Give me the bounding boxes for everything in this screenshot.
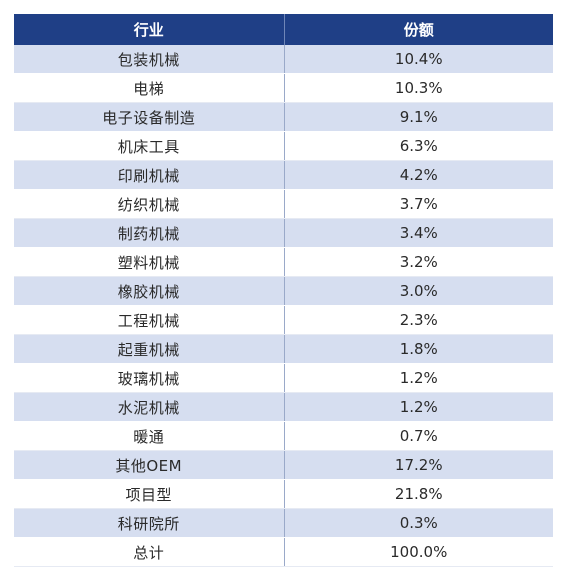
table-row: 纺织机械 3.7%: [14, 189, 553, 219]
table-row: 工程机械 2.3%: [14, 305, 553, 335]
industry-cell: 电子设备制造: [14, 102, 285, 132]
table-row: 玻璃机械 1.2%: [14, 363, 553, 393]
share-cell: 1.2%: [284, 363, 553, 393]
table-row: 电子设备制造 9.1%: [14, 102, 553, 132]
table-body: 包装机械 10.4% 电梯 10.3% 电子设备制造 9.1% 机床工具 6.3% 印刷机械 4.…: [14, 45, 553, 567]
industry-cell: 科研院所: [14, 508, 285, 538]
share-cell: 9.1%: [284, 102, 553, 132]
table-row: 电梯 10.3%: [14, 73, 553, 103]
industry-cell: 机床工具: [14, 131, 285, 161]
table-row: 制药机械 3.4%: [14, 218, 553, 248]
column-header-share: 份额: [284, 14, 553, 45]
table-row: 塑料机械 3.2%: [14, 247, 553, 277]
share-cell: 0.7%: [284, 421, 553, 451]
industry-cell: 玻璃机械: [14, 363, 285, 393]
industry-cell: 印刷机械: [14, 160, 285, 190]
share-cell: 21.8%: [284, 479, 553, 509]
share-cell: 3.7%: [284, 189, 553, 219]
share-cell: 3.2%: [284, 247, 553, 277]
share-cell: 0.3%: [284, 508, 553, 538]
industry-cell: 起重机械: [14, 334, 285, 364]
table-row: 包装机械 10.4%: [14, 45, 553, 74]
table-row: 总计 100.0%: [14, 537, 553, 567]
table-row: 机床工具 6.3%: [14, 131, 553, 161]
industry-cell: 电梯: [14, 73, 285, 103]
share-cell: 1.2%: [284, 392, 553, 422]
header-row: 行业 份额: [14, 14, 553, 45]
table-row: 印刷机械 4.2%: [14, 160, 553, 190]
share-cell: 100.0%: [284, 537, 553, 567]
table-row: 其他OEM 17.2%: [14, 450, 553, 480]
table-row: 橡胶机械 3.0%: [14, 276, 553, 306]
share-cell: 3.4%: [284, 218, 553, 248]
table-row: 科研院所 0.3%: [14, 508, 553, 538]
share-cell: 2.3%: [284, 305, 553, 335]
table-header: 行业 份额: [14, 14, 553, 45]
industry-cell: 橡胶机械: [14, 276, 285, 306]
industry-cell: 工程机械: [14, 305, 285, 335]
industry-cell: 纺织机械: [14, 189, 285, 219]
share-cell: 4.2%: [284, 160, 553, 190]
industry-cell: 总计: [14, 537, 285, 567]
industry-cell: 制药机械: [14, 218, 285, 248]
industry-cell: 暖通: [14, 421, 285, 451]
table-row: 暖通 0.7%: [14, 421, 553, 451]
share-cell: 1.8%: [284, 334, 553, 364]
industry-share-table-container: 行业 份额 包装机械 10.4% 电梯 10.3% 电子设备制造 9.1% 机床工具 6.3%…: [14, 14, 553, 567]
industry-cell: 包装机械: [14, 45, 285, 74]
column-header-industry: 行业: [14, 14, 285, 45]
share-cell: 10.3%: [284, 73, 553, 103]
share-cell: 10.4%: [284, 45, 553, 74]
table-row: 起重机械 1.8%: [14, 334, 553, 364]
industry-cell: 项目型: [14, 479, 285, 509]
table-row: 水泥机械 1.2%: [14, 392, 553, 422]
industry-cell: 塑料机械: [14, 247, 285, 277]
share-cell: 17.2%: [284, 450, 553, 480]
industry-cell: 水泥机械: [14, 392, 285, 422]
table-row: 项目型 21.8%: [14, 479, 553, 509]
industry-share-table: 行业 份额 包装机械 10.4% 电梯 10.3% 电子设备制造 9.1% 机床工具 6.3%…: [14, 14, 553, 567]
share-cell: 3.0%: [284, 276, 553, 306]
share-cell: 6.3%: [284, 131, 553, 161]
industry-cell: 其他OEM: [14, 450, 285, 480]
